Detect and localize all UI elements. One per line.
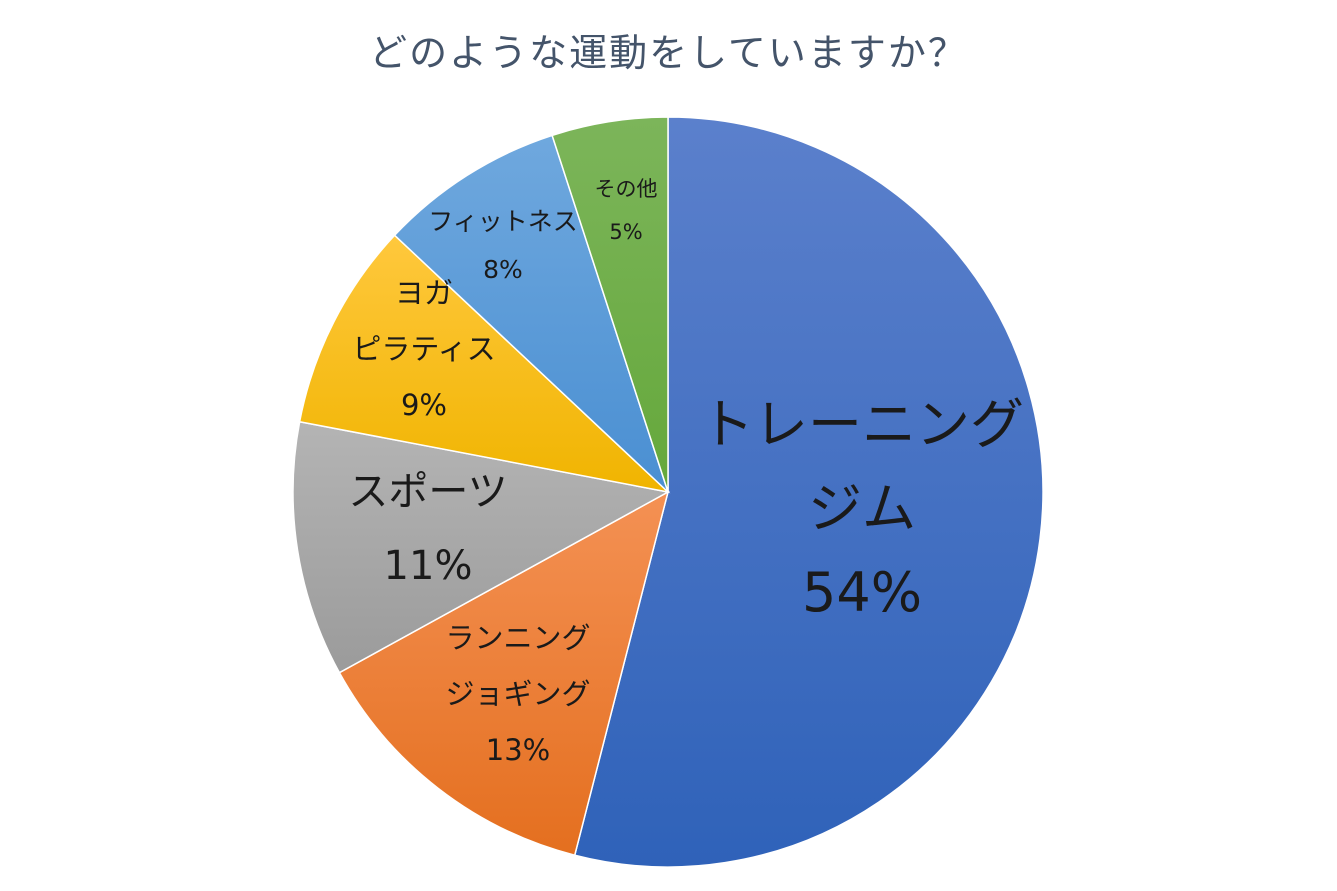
slice-label-3: ヨガピラティス 9% bbox=[352, 276, 495, 422]
slice-label-4: フィットネス 8% bbox=[428, 207, 578, 284]
slice-value-label: 8% bbox=[483, 255, 523, 284]
pie-slice-3 bbox=[298, 234, 671, 494]
slice-value-label: 5% bbox=[609, 220, 642, 244]
pie-slice-4 bbox=[393, 134, 669, 493]
pie-slice-5 bbox=[551, 116, 669, 493]
slice-category-label: ジム bbox=[808, 477, 916, 540]
slice-value-label: 9% bbox=[401, 388, 447, 422]
pie-slices bbox=[292, 116, 1044, 868]
pie-slice-0 bbox=[573, 116, 1044, 868]
slice-category-label: フィットネス bbox=[428, 207, 578, 236]
slice-category-label: ピラティス bbox=[352, 332, 495, 366]
slice-category-label: スポーツ bbox=[348, 469, 507, 515]
slice-category-label: ヨガ bbox=[395, 276, 453, 310]
pie-labels: トレーニングジム 54% ランニングジョギング 13% スポーツ 11% ヨガピラティス 9%… bbox=[348, 177, 1024, 767]
chart-title: どのような運動をしていますか？ bbox=[369, 31, 968, 75]
slice-value-label: 11% bbox=[384, 543, 473, 589]
pie-slice-2 bbox=[292, 420, 671, 674]
slice-label-1: ランニングジョギング 13% bbox=[445, 621, 590, 767]
slice-value-label: 13% bbox=[486, 733, 550, 767]
slice-value-label: 54% bbox=[802, 561, 922, 624]
slice-category-label: トレーニング bbox=[700, 393, 1024, 456]
slice-category-label: その他 bbox=[595, 177, 658, 201]
pie-slice-1 bbox=[338, 490, 670, 857]
slice-category-label: ジョギング bbox=[445, 677, 590, 711]
slice-label-0: トレーニングジム 54% bbox=[700, 393, 1024, 624]
slice-label-5: その他 5% bbox=[595, 177, 658, 244]
slice-label-2: スポーツ 11% bbox=[348, 469, 507, 589]
slice-category-label: ランニング bbox=[445, 621, 590, 655]
